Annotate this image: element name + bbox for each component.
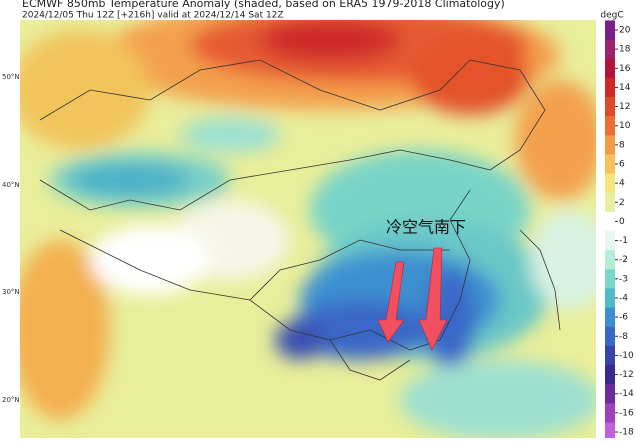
colorbar-segment bbox=[605, 39, 615, 60]
colorbar-segment bbox=[605, 77, 615, 98]
map bbox=[20, 20, 596, 438]
colorbar-unit: degC bbox=[600, 11, 623, 21]
colorbar-segment bbox=[605, 250, 615, 270]
colorbar-segment bbox=[605, 97, 615, 117]
title: ECMWF 850mb Temperature Anomaly (shaded,… bbox=[22, 0, 505, 10]
colorbar-tick-label: -10 bbox=[619, 351, 634, 361]
colorbar-tick-label: -14 bbox=[619, 389, 634, 399]
colorbar-tick-label: -16 bbox=[619, 408, 634, 418]
colorbar: 20181614121086420-1-2-3-4-6-8-10-12-14-1… bbox=[605, 20, 634, 442]
colorbar-segment bbox=[605, 192, 615, 213]
colorbar-tick-label: 14 bbox=[619, 83, 631, 93]
annotation: 冷空气南下 bbox=[386, 218, 466, 237]
latitude-label: 50°N bbox=[2, 73, 20, 81]
colorbar-segment bbox=[605, 326, 615, 347]
colorbar-segment bbox=[605, 154, 615, 175]
colorbar-tick-label: 2 bbox=[619, 198, 625, 208]
colorbar-segment bbox=[605, 58, 615, 79]
colorbar-segment bbox=[605, 403, 615, 423]
colorbar-tick-label: 20 bbox=[619, 26, 631, 36]
borders bbox=[39, 59, 561, 381]
colorbar-tick-label: 10 bbox=[619, 121, 631, 131]
colorbar-tick-label: -6 bbox=[619, 313, 628, 323]
colorbar-segment bbox=[605, 211, 615, 232]
latitude-label: 30°N bbox=[2, 288, 20, 296]
colorbar-segment bbox=[605, 345, 615, 366]
colorbar-tick-label: 6 bbox=[619, 160, 625, 170]
colorbar-segment bbox=[605, 116, 615, 136]
colorbar-segment bbox=[605, 135, 615, 155]
latitude-labels: 50°N 40°N 30°N 20°N bbox=[2, 73, 20, 404]
colorbar-segment bbox=[605, 20, 615, 41]
colorbar-tick-label: -1 bbox=[619, 236, 628, 246]
colorbar-segment bbox=[605, 307, 615, 328]
colorbar-segment bbox=[605, 384, 615, 404]
colorbar-segment bbox=[605, 288, 615, 309]
colorbar-tick-label: 4 bbox=[619, 179, 625, 189]
arrows bbox=[377, 247, 448, 351]
colorbar-tick-label: 8 bbox=[619, 140, 625, 150]
colorbar-tick-label: -4 bbox=[619, 294, 628, 304]
colorbar-tick-label: 16 bbox=[619, 64, 631, 74]
colorbar-tick-label: -3 bbox=[619, 274, 628, 284]
latitude-label: 40°N bbox=[2, 181, 20, 189]
colorbar-tick-label: -18 bbox=[619, 428, 634, 438]
colorbar-segment bbox=[605, 422, 615, 442]
subtitle: 2024/12/05 Thu 12Z [+216h] valid at 2024… bbox=[22, 11, 284, 21]
colorbar-segment bbox=[605, 173, 615, 194]
colorbar-segment bbox=[605, 365, 615, 385]
colorbar-tick-label: 18 bbox=[619, 45, 631, 55]
colorbar-segment bbox=[605, 269, 615, 289]
colorbar-segment bbox=[605, 231, 615, 251]
colorbar-tick-label: 0 bbox=[619, 217, 625, 227]
latitude-label: 20°N bbox=[2, 396, 20, 404]
colorbar-tick-label: -2 bbox=[619, 255, 628, 265]
colorbar-tick-label: -8 bbox=[619, 332, 628, 342]
colorbar-tick-label: 12 bbox=[619, 102, 630, 112]
colorbar-tick-label: -12 bbox=[619, 370, 634, 380]
